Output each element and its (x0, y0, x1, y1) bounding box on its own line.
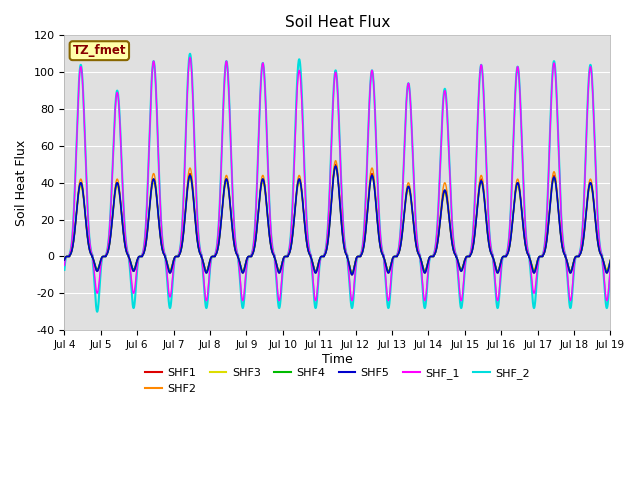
Line: SHF3: SHF3 (65, 168, 611, 273)
SHF5 (294, 182, 301, 188)
SHF3 (123, 250, 131, 255)
SHF1 (332, 161, 340, 167)
SHF5 (596, 250, 604, 256)
SHF3 (348, 270, 356, 276)
SHF1 (607, 257, 614, 263)
SHF1 (61, 257, 68, 263)
SHF5 (270, 252, 278, 258)
SHF2 (123, 250, 131, 255)
SHF4 (332, 163, 340, 169)
SHF3 (607, 257, 614, 263)
SHF5 (156, 221, 163, 227)
SHF4 (538, 253, 545, 259)
Line: SHF_2: SHF_2 (65, 54, 611, 312)
SHF3 (156, 223, 163, 228)
X-axis label: Time: Time (322, 353, 353, 366)
SHF2 (332, 158, 340, 164)
SHF3 (538, 253, 545, 259)
SHF5 (123, 250, 131, 255)
SHF_1 (186, 55, 194, 60)
SHF5 (61, 257, 68, 263)
SHF_2 (123, 246, 131, 252)
SHF_1 (607, 264, 614, 270)
Y-axis label: Soil Heat Flux: Soil Heat Flux (15, 140, 28, 226)
SHF3 (294, 186, 301, 192)
SHF_2 (93, 309, 101, 314)
SHF1 (156, 221, 163, 227)
SHF5 (538, 253, 545, 259)
SHF2 (270, 252, 278, 258)
SHF2 (294, 179, 301, 185)
SHF_2 (186, 51, 194, 57)
SHF_2 (607, 266, 614, 272)
SHF_2 (596, 244, 604, 250)
SHF4 (596, 250, 604, 256)
SHF1 (270, 252, 278, 258)
SHF4 (294, 182, 301, 188)
Line: SHF5: SHF5 (65, 166, 611, 275)
Text: TZ_fmet: TZ_fmet (72, 44, 126, 57)
SHF1 (123, 250, 131, 255)
SHF_1 (123, 245, 131, 251)
Line: SHF4: SHF4 (65, 166, 611, 273)
Title: Soil Heat Flux: Soil Heat Flux (285, 15, 390, 30)
SHF4 (61, 257, 68, 263)
SHF4 (156, 221, 163, 227)
SHF3 (61, 257, 68, 263)
SHF3 (332, 165, 340, 171)
SHF4 (123, 250, 131, 255)
SHF2 (607, 258, 614, 264)
SHF5 (348, 272, 356, 278)
SHF4 (348, 270, 356, 276)
SHF4 (607, 257, 614, 263)
SHF_2 (61, 267, 68, 273)
Line: SHF_1: SHF_1 (65, 58, 611, 300)
Legend: SHF1, SHF2, SHF3, SHF4, SHF5, SHF_1, SHF_2: SHF1, SHF2, SHF3, SHF4, SHF5, SHF_1, SHF… (141, 364, 534, 398)
SHF_1 (537, 253, 545, 259)
SHF2 (538, 253, 545, 259)
SHF5 (607, 258, 614, 264)
SHF4 (270, 252, 278, 258)
SHF1 (294, 182, 301, 188)
SHF2 (348, 272, 356, 278)
SHF3 (596, 250, 604, 256)
SHF2 (61, 257, 68, 263)
SHF_1 (61, 263, 68, 268)
Line: SHF1: SHF1 (65, 164, 611, 273)
SHF_2 (156, 177, 163, 183)
SHF2 (156, 219, 163, 225)
SHF2 (596, 250, 604, 256)
SHF_1 (294, 80, 301, 85)
SHF_2 (294, 67, 301, 72)
SHF_1 (603, 298, 611, 303)
SHF1 (538, 253, 545, 259)
SHF_1 (596, 243, 604, 249)
SHF_2 (270, 252, 278, 257)
Line: SHF2: SHF2 (65, 161, 611, 275)
SHF5 (332, 163, 340, 169)
SHF1 (348, 270, 356, 276)
SHF_2 (538, 253, 545, 259)
SHF1 (596, 250, 604, 256)
SHF_1 (270, 251, 278, 257)
SHF_1 (156, 172, 163, 178)
SHF3 (270, 252, 278, 258)
